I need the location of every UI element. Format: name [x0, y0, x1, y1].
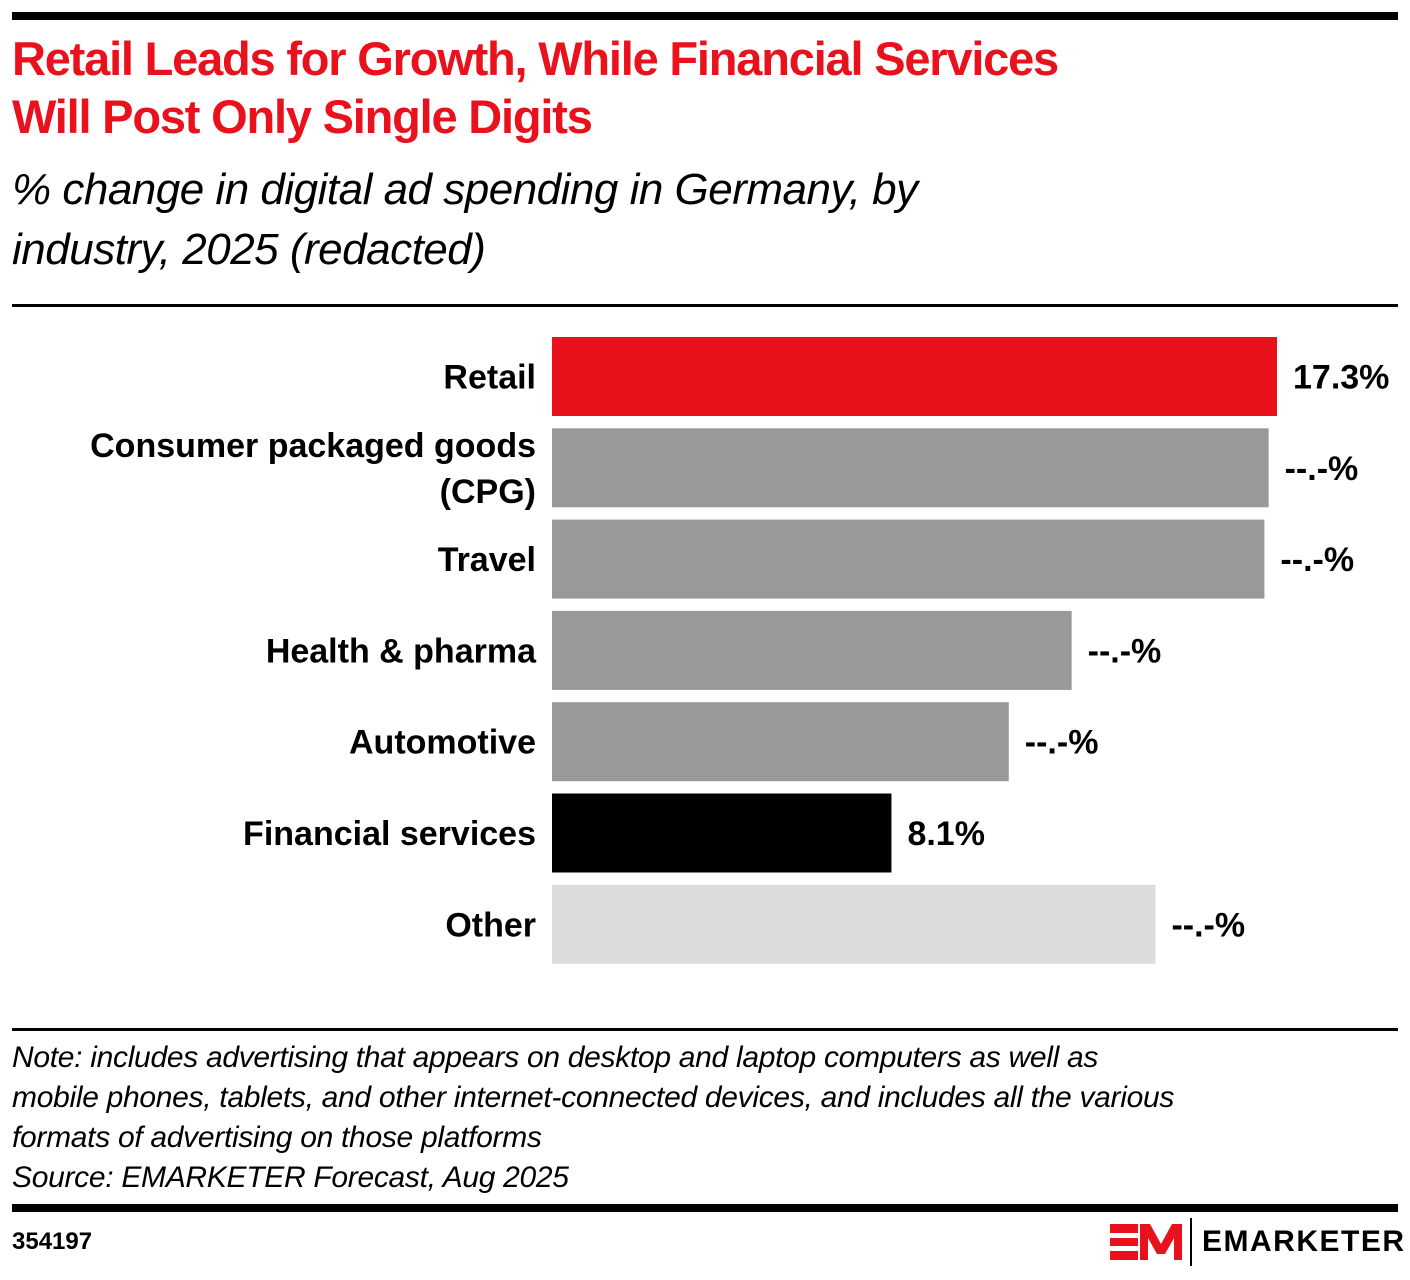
value-label-travel: --.-%	[1280, 541, 1354, 579]
category-label-health-pharma: Health & pharma	[266, 632, 537, 670]
subtitle-line-2: industry, 2025 (redacted)	[12, 225, 486, 274]
em-logo-icon	[1110, 1224, 1182, 1260]
subtitle-line-1: % change in digital ad spending in Germa…	[12, 165, 918, 214]
note-divider	[12, 1028, 1398, 1031]
logo-divider	[1190, 1218, 1192, 1266]
note-line-2: mobile phones, tablets, and other intern…	[12, 1081, 1175, 1114]
bar-financial-services	[552, 793, 892, 873]
header-divider	[12, 304, 1398, 307]
bar-travel	[552, 519, 1265, 599]
chart-subtitle: % change in digital ad spending in Germa…	[12, 160, 1402, 280]
category-label-retail: Retail	[443, 359, 536, 397]
bottom-rule	[12, 1204, 1398, 1212]
bar-chart: Retail 17.3% Consumer packaged goods (CPG) -…	[90, 337, 1389, 964]
source-line: Source: EMARKETER Forecast, Aug 2025	[12, 1161, 569, 1194]
category-label-automotive: Automotive	[349, 724, 536, 762]
value-label-health-pharma: --.-%	[1088, 632, 1162, 670]
bar-health-pharma	[552, 610, 1072, 690]
value-label-financial-services: 8.1%	[907, 815, 985, 853]
value-label-retail: 17.3%	[1293, 359, 1389, 397]
note-line-1: Note: includes advertising that appears …	[12, 1041, 1099, 1074]
emarketer-logo: EMARKETER	[1110, 1218, 1406, 1266]
category-label-other: Other	[445, 906, 536, 944]
bar-retail	[552, 337, 1277, 416]
top-rule	[12, 12, 1398, 20]
value-label-consumer-packaged-goods-cpg: --.-%	[1285, 450, 1359, 488]
bar-other	[552, 884, 1156, 964]
category-label-travel: Travel	[438, 541, 536, 579]
value-label-automotive: --.-%	[1025, 724, 1099, 762]
chart-title: Retail Leads for Growth, While Financial…	[12, 30, 1402, 146]
bar-automotive	[552, 702, 1009, 782]
footnote: Note: includes advertising that appears …	[12, 1038, 1402, 1198]
chart-id: 354197	[12, 1228, 93, 1255]
title-line-1: Retail Leads for Growth, While Financial…	[12, 32, 1059, 85]
bar-consumer-packaged-goods-cpg	[552, 428, 1269, 508]
value-label-other: --.-%	[1171, 906, 1245, 944]
category-label-financial-services: Financial services	[243, 815, 536, 853]
brand-name: EMARKETER	[1202, 1225, 1406, 1258]
note-line-3: formats of advertising on those platform…	[12, 1121, 542, 1154]
category-label-consumer-packaged-goods-cpg-line-1: Consumer packaged goods	[90, 427, 536, 465]
category-label-consumer-packaged-goods-cpg-line-2: (CPG)	[440, 473, 536, 511]
title-line-2: Will Post Only Single Digits	[12, 90, 593, 143]
